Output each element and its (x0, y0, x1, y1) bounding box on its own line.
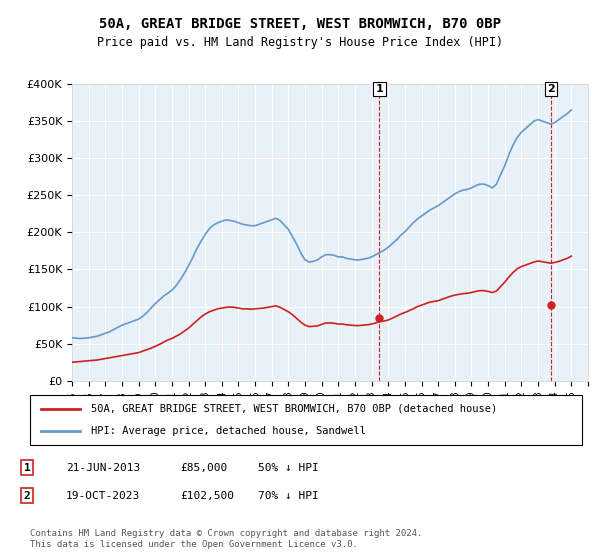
Text: 1: 1 (376, 84, 383, 94)
Text: HPI: Average price, detached house, Sandwell: HPI: Average price, detached house, Sand… (91, 426, 366, 436)
Text: 70% ↓ HPI: 70% ↓ HPI (258, 491, 319, 501)
Text: 50% ↓ HPI: 50% ↓ HPI (258, 463, 319, 473)
FancyBboxPatch shape (30, 395, 582, 445)
Text: Price paid vs. HM Land Registry's House Price Index (HPI): Price paid vs. HM Land Registry's House … (97, 36, 503, 49)
Text: Contains HM Land Registry data © Crown copyright and database right 2024.
This d: Contains HM Land Registry data © Crown c… (30, 529, 422, 549)
Text: 2: 2 (23, 491, 31, 501)
Text: £85,000: £85,000 (180, 463, 227, 473)
Text: 21-JUN-2013: 21-JUN-2013 (66, 463, 140, 473)
Text: 1: 1 (23, 463, 31, 473)
Text: 50A, GREAT BRIDGE STREET, WEST BROMWICH, B70 0BP: 50A, GREAT BRIDGE STREET, WEST BROMWICH,… (99, 17, 501, 31)
Text: £102,500: £102,500 (180, 491, 234, 501)
Text: 19-OCT-2023: 19-OCT-2023 (66, 491, 140, 501)
Text: 50A, GREAT BRIDGE STREET, WEST BROMWICH, B70 0BP (detached house): 50A, GREAT BRIDGE STREET, WEST BROMWICH,… (91, 404, 497, 414)
Text: 2: 2 (548, 84, 555, 94)
